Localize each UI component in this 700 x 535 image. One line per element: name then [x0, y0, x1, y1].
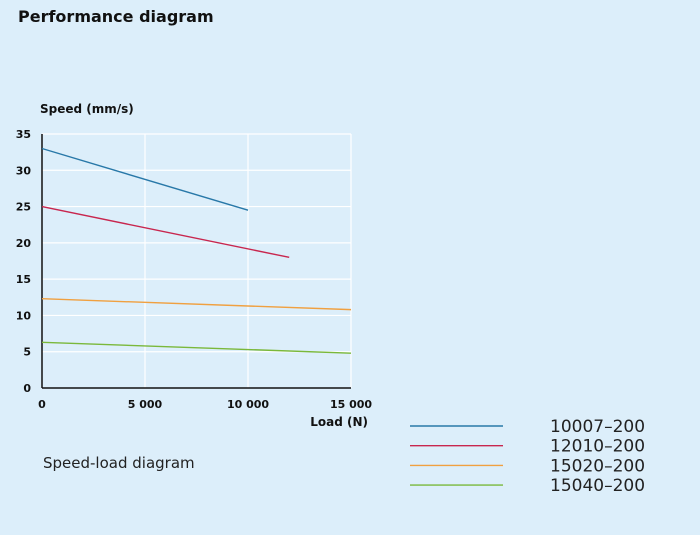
- series-line-2: [41, 205, 290, 259]
- legend-label: 15020–200: [550, 456, 645, 476]
- x-axis-label: Load (N): [310, 415, 368, 429]
- y-tick-label: 10: [16, 309, 32, 322]
- x-tick-label: 10 000: [227, 398, 269, 411]
- y-tick-labels: 0 5 10 15 20 25 30 35: [16, 128, 32, 395]
- plot-area: [42, 134, 351, 388]
- series-lines: [41, 147, 352, 354]
- y-tick-label: 20: [16, 237, 32, 250]
- x-tick-labels: 0 5 000 10 000 15 000: [38, 398, 372, 411]
- chart-caption: Speed-load diagram: [43, 454, 195, 472]
- series-line-1: [41, 147, 249, 211]
- series-line-3: [41, 298, 352, 311]
- legend-label: 15040–200: [550, 476, 645, 496]
- legend-label: 12010–200: [550, 437, 645, 457]
- y-tick-label: 30: [16, 164, 32, 177]
- x-tick-label: 15 000: [330, 398, 372, 411]
- y-tick-label: 35: [16, 128, 31, 141]
- y-tick-label: 5: [23, 346, 31, 359]
- page-title: Performance diagram: [18, 7, 214, 26]
- x-tick-label: 5 000: [128, 398, 163, 411]
- y-tick-label: 0: [23, 382, 31, 395]
- y-tick-label: 25: [16, 201, 31, 214]
- legend-label: 10007–200: [550, 417, 645, 437]
- x-tick-label: 0: [38, 398, 46, 411]
- series-line-4: [41, 341, 352, 354]
- y-axis-label: Speed (mm/s): [40, 102, 134, 116]
- y-tick-label: 15: [16, 273, 31, 286]
